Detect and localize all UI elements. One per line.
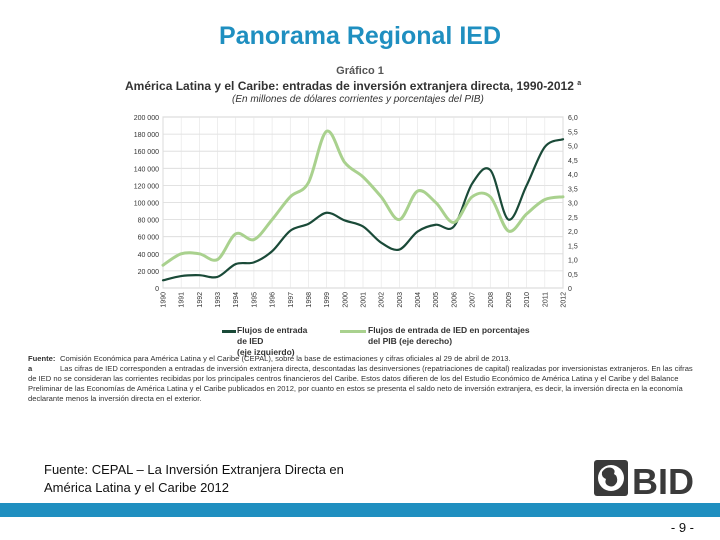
legend-swatch-pib-line <box>340 330 366 333</box>
legend-ied-text: Flujos de entrada de IED (eje izquierdo) <box>237 325 317 358</box>
footer-source-line2: América Latina y el Caribe 2012 <box>44 480 229 495</box>
y-left-tick-label: 140 000 <box>134 166 159 173</box>
bottom-accent-bar <box>0 503 720 517</box>
y-left-tick-label: 60 000 <box>138 235 160 242</box>
y-right-tick-label: 0 <box>568 286 572 293</box>
y-left-tick-label: 40 000 <box>138 252 160 259</box>
legend-ied-line2: (eje izquierdo) <box>237 347 295 357</box>
y-right-tick-label: 2,5 <box>568 215 578 222</box>
x-tick-label: 1997 <box>288 292 295 308</box>
figure-subtitle: (En millones de dólares corrientes y por… <box>232 94 484 105</box>
x-tick-label: 2004 <box>415 292 422 308</box>
y-left-tick-label: 180 000 <box>134 132 159 139</box>
y-right-tick-label: 2,0 <box>568 229 578 236</box>
notes-source-label: Fuente: <box>28 354 56 363</box>
y-left-tick-label: 100 000 <box>134 201 159 208</box>
x-tick-label: 2000 <box>342 292 349 308</box>
x-tick-label: 2006 <box>451 292 458 308</box>
y-right-tick-label: 0,5 <box>568 272 578 279</box>
y-right-tick-label: 4,0 <box>568 172 578 179</box>
y-left-tick-label: 160 000 <box>134 149 159 156</box>
x-tick-label: 2012 <box>561 292 568 308</box>
footer-source-line1: Fuente: CEPAL – La Inversión Extranjera … <box>44 462 344 477</box>
chart-axes: 0 20 000 40 000 60 000 80 000 100 000 120 000 1… <box>134 115 578 308</box>
legend-swatch-ied-line <box>222 330 236 333</box>
x-tick-label: 1991 <box>179 292 186 308</box>
chart-grid <box>162 116 564 289</box>
legend-ied-line1: Flujos de entrada de IED <box>237 325 308 346</box>
y-left-tick-label: 120 000 <box>134 183 159 190</box>
x-tick-label: 1995 <box>251 292 258 308</box>
x-tick-label: 2003 <box>397 292 404 308</box>
x-tick-label: 1994 <box>233 292 240 308</box>
y-left-tick-label: 200 000 <box>134 115 159 122</box>
notes-a-label: a <box>28 364 33 373</box>
legend-pib-line1: Flujos de entrada de IED en porcentajes <box>368 325 530 335</box>
x-tick-label: 2007 <box>470 292 477 308</box>
notes-a: a Las cifras de IED corresponden a entrad… <box>28 364 693 404</box>
notes-source-text: Comisión Económica para América Latina y… <box>60 354 511 363</box>
figure-number: Gráfico 1 <box>336 65 384 77</box>
y-right-tick-label: 5,0 <box>568 144 578 151</box>
y-right-tick-label: 3,5 <box>568 186 578 193</box>
x-tick-label: 1998 <box>306 292 313 308</box>
x-tick-label: 1996 <box>270 292 277 308</box>
x-tick-label: 2002 <box>379 292 386 308</box>
legend-pib-line2: del PIB (eje derecho) <box>368 336 453 346</box>
y-left-tick-label: 0 <box>155 286 159 293</box>
x-tick-label: 1999 <box>324 292 331 308</box>
y-right-tick-label: 1,0 <box>568 258 578 265</box>
figure-notes: Fuente: Comisión Económica para América L… <box>28 354 693 404</box>
y-right-tick-label: 6,0 <box>568 115 578 122</box>
figure-title: América Latina y el Caribe: entradas de … <box>125 79 595 93</box>
footer-source: Fuente: CEPAL – La Inversión Extranjera … <box>44 461 464 497</box>
y-left-tick-label: 80 000 <box>138 218 160 225</box>
slide-title: Panorama Regional IED <box>218 22 502 50</box>
bid-logo: BID <box>594 460 694 500</box>
bid-logo-text: BID <box>632 461 694 500</box>
y-left-tick-label: 20 000 <box>138 269 160 276</box>
y-right-tick-label: 3,0 <box>568 201 578 208</box>
figure-title-note-marker: a <box>577 80 582 87</box>
x-tick-label: 2001 <box>361 292 368 308</box>
x-tick-label: 2011 <box>542 292 549 307</box>
page-number: - 9 - <box>670 520 694 535</box>
x-tick-label: 2009 <box>506 292 513 308</box>
chart-series <box>161 129 565 282</box>
x-tick-label: 1992 <box>197 292 204 308</box>
y-right-tick-label: 5,5 <box>568 129 578 136</box>
legend-pib-text: Flujos de entrada de IED en porcentajes … <box>368 325 558 347</box>
x-tick-label: 1990 <box>161 292 168 308</box>
figure-title-text: América Latina y el Caribe: entradas de … <box>125 79 574 93</box>
y-right-tick-label: 4,5 <box>568 158 578 165</box>
notes-a-text: Las cifras de IED corresponden a entrada… <box>28 364 693 403</box>
y-right-tick-label: 1,5 <box>568 243 578 250</box>
x-tick-label: 2008 <box>488 292 495 308</box>
x-tick-label: 1993 <box>215 292 222 308</box>
x-tick-label: 2010 <box>524 292 531 308</box>
notes-source: Fuente: Comisión Económica para América L… <box>28 354 693 364</box>
x-tick-label: 2005 <box>433 292 440 308</box>
